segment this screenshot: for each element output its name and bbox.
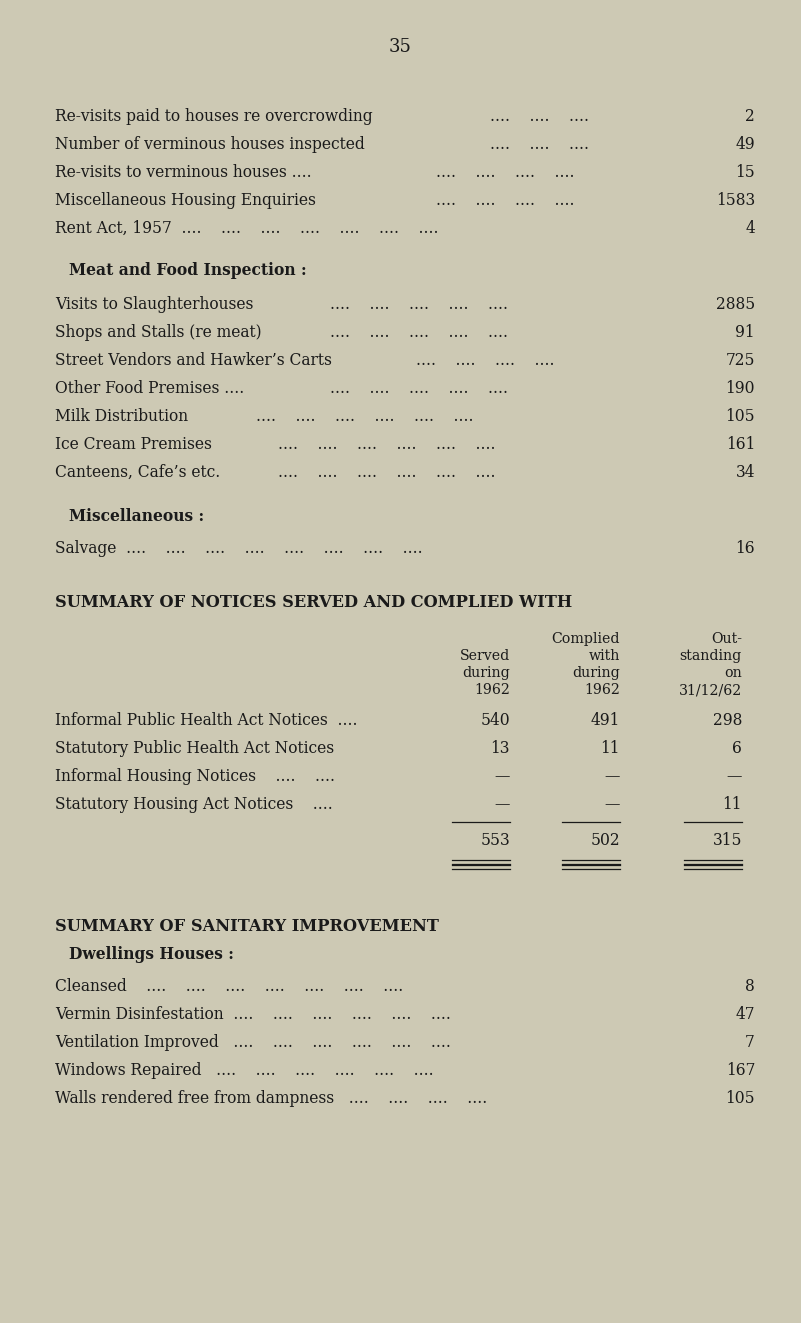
Text: on: on [724,665,742,680]
Text: Number of verminous houses inspected: Number of verminous houses inspected [55,136,364,153]
Text: 167: 167 [726,1062,755,1080]
Text: Served: Served [460,650,510,663]
Text: Dwellings Houses :: Dwellings Houses : [69,946,234,963]
Text: ....    ....    ....: .... .... .... [490,108,589,124]
Text: 315: 315 [713,832,742,849]
Text: SUMMARY OF SANITARY IMPROVEMENT: SUMMARY OF SANITARY IMPROVEMENT [55,918,439,935]
Text: Out-: Out- [711,632,742,646]
Text: Miscellaneous :: Miscellaneous : [69,508,204,525]
Text: 34: 34 [735,464,755,482]
Text: 105: 105 [726,1090,755,1107]
Text: ....    ....    ....    ....    ....: .... .... .... .... .... [330,380,508,397]
Text: 35: 35 [389,38,412,56]
Text: 91: 91 [735,324,755,341]
Text: 105: 105 [726,407,755,425]
Text: —: — [727,767,742,785]
Text: 553: 553 [481,832,510,849]
Text: Meat and Food Inspection :: Meat and Food Inspection : [69,262,307,279]
Text: during: during [462,665,510,680]
Text: Milk Distribution: Milk Distribution [55,407,188,425]
Text: 540: 540 [481,712,510,729]
Text: Shops and Stalls (re meat): Shops and Stalls (re meat) [55,324,262,341]
Text: 47: 47 [735,1005,755,1023]
Text: —: — [495,796,510,814]
Text: during: during [572,665,620,680]
Text: Ice Cream Premises: Ice Cream Premises [55,437,212,452]
Text: Other Food Premises ....: Other Food Premises .... [55,380,244,397]
Text: Complied: Complied [552,632,620,646]
Text: 725: 725 [726,352,755,369]
Text: Visits to Slaughterhouses: Visits to Slaughterhouses [55,296,253,314]
Text: 161: 161 [726,437,755,452]
Text: 15: 15 [735,164,755,181]
Text: ....    ....    ....    ....    ....: .... .... .... .... .... [330,324,508,341]
Text: Walls rendered free from dampness   ....    ....    ....    ....: Walls rendered free from dampness .... .… [55,1090,487,1107]
Text: Cleansed    ....    ....    ....    ....    ....    ....    ....: Cleansed .... .... .... .... .... .... .… [55,978,403,995]
Text: 16: 16 [735,540,755,557]
Text: Miscellaneous Housing Enquiries: Miscellaneous Housing Enquiries [55,192,316,209]
Text: 7: 7 [745,1035,755,1050]
Text: Street Vendors and Hawker’s Carts: Street Vendors and Hawker’s Carts [55,352,332,369]
Text: —: — [605,767,620,785]
Text: 11: 11 [601,740,620,757]
Text: Salvage  ....    ....    ....    ....    ....    ....    ....    ....: Salvage .... .... .... .... .... .... ..… [55,540,423,557]
Text: 1962: 1962 [584,683,620,697]
Text: —: — [495,767,510,785]
Text: 1583: 1583 [716,192,755,209]
Text: Informal Housing Notices    ....    ....: Informal Housing Notices .... .... [55,767,335,785]
Text: 49: 49 [735,136,755,153]
Text: ....    ....    ....    ....: .... .... .... .... [436,164,574,181]
Text: Rent Act, 1957  ....    ....    ....    ....    ....    ....    ....: Rent Act, 1957 .... .... .... .... .... … [55,220,438,237]
Text: 4: 4 [745,220,755,237]
Text: 8: 8 [745,978,755,995]
Text: 6: 6 [732,740,742,757]
Text: ....    ....    ....    ....    ....    ....: .... .... .... .... .... .... [256,407,473,425]
Text: ....    ....    ....    ....    ....    ....: .... .... .... .... .... .... [278,437,496,452]
Text: Canteens, Cafe’s etc.: Canteens, Cafe’s etc. [55,464,220,482]
Text: 31/12/62: 31/12/62 [678,683,742,697]
Text: —: — [605,796,620,814]
Text: SUMMARY OF NOTICES SERVED AND COMPLIED WITH: SUMMARY OF NOTICES SERVED AND COMPLIED W… [55,594,572,611]
Text: Vermin Disinfestation  ....    ....    ....    ....    ....    ....: Vermin Disinfestation .... .... .... ...… [55,1005,451,1023]
Text: 491: 491 [590,712,620,729]
Text: 2: 2 [745,108,755,124]
Text: ....    ....    ....    ....    ....    ....: .... .... .... .... .... .... [278,464,496,482]
Text: Re-visits paid to houses re overcrowding: Re-visits paid to houses re overcrowding [55,108,372,124]
Text: Windows Repaired   ....    ....    ....    ....    ....    ....: Windows Repaired .... .... .... .... ...… [55,1062,433,1080]
Text: Statutory Housing Act Notices    ....: Statutory Housing Act Notices .... [55,796,332,814]
Text: Ventilation Improved   ....    ....    ....    ....    ....    ....: Ventilation Improved .... .... .... ....… [55,1035,451,1050]
Text: 502: 502 [590,832,620,849]
Text: 1962: 1962 [474,683,510,697]
Text: 2885: 2885 [716,296,755,314]
Text: Informal Public Health Act Notices  ....: Informal Public Health Act Notices .... [55,712,357,729]
Text: with: with [589,650,620,663]
Text: standing: standing [680,650,742,663]
Text: ....    ....    ....: .... .... .... [490,136,589,153]
Text: ....    ....    ....    ....    ....: .... .... .... .... .... [330,296,508,314]
Text: 298: 298 [713,712,742,729]
Text: 13: 13 [490,740,510,757]
Text: Re-visits to verminous houses ....: Re-visits to verminous houses .... [55,164,312,181]
Text: 190: 190 [726,380,755,397]
Text: ....    ....    ....    ....: .... .... .... .... [416,352,554,369]
Text: Statutory Public Health Act Notices: Statutory Public Health Act Notices [55,740,334,757]
Text: 11: 11 [723,796,742,814]
Text: ....    ....    ....    ....: .... .... .... .... [436,192,574,209]
